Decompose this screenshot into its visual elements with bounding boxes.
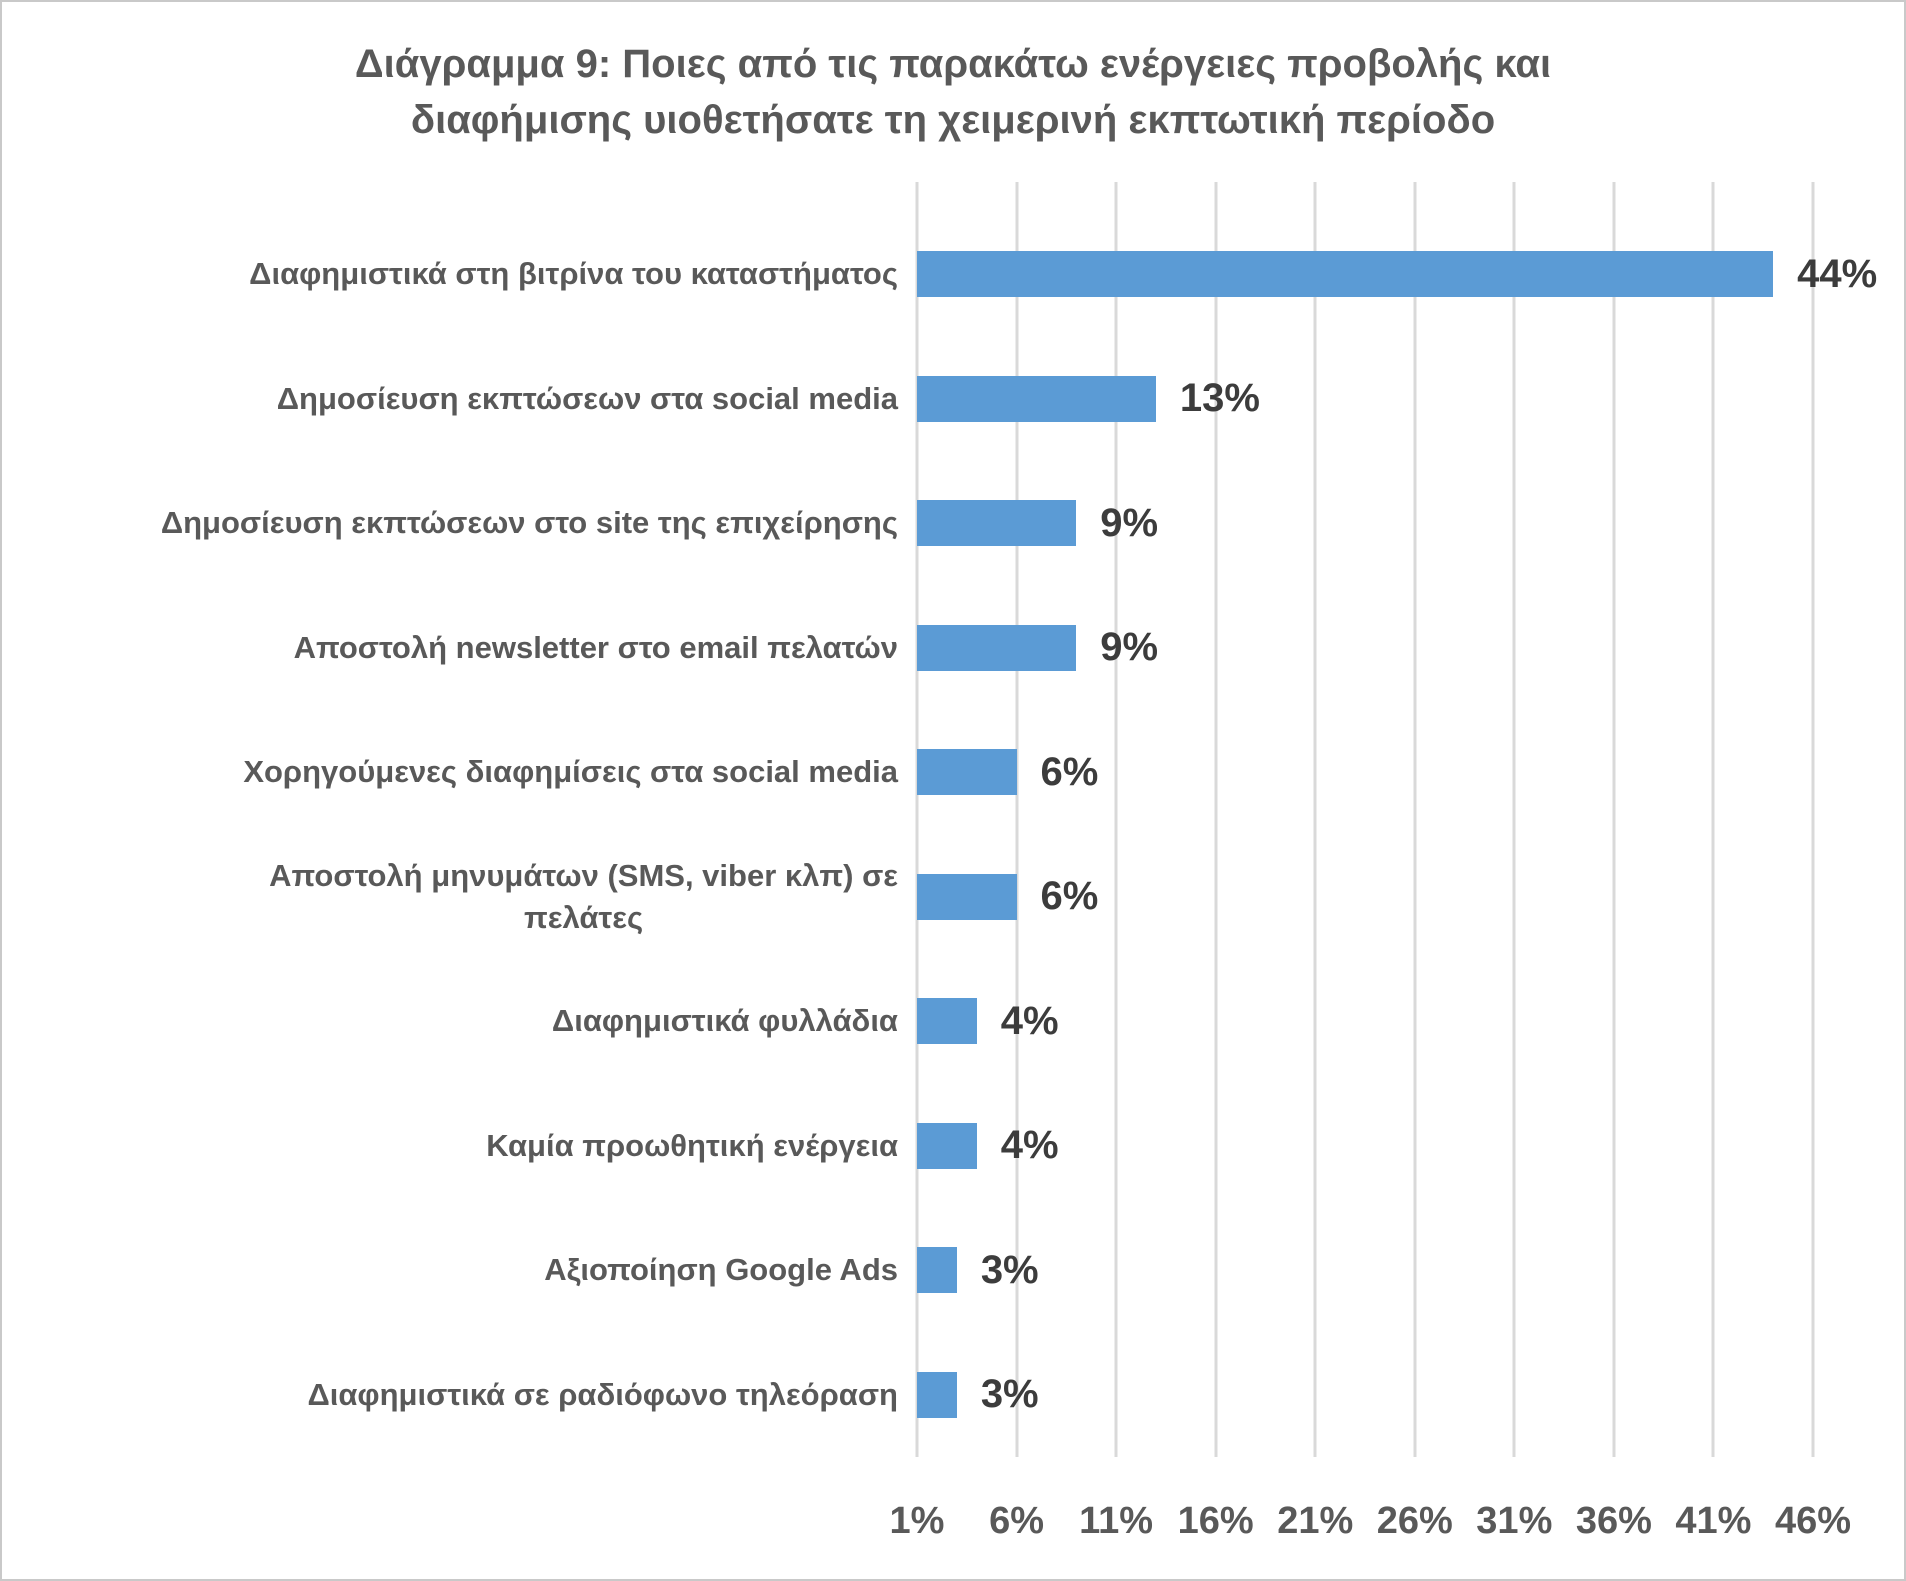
- bar-row: 9%: [917, 586, 1902, 711]
- category-label: Αποστολή newsletter στο email πελατών: [293, 629, 898, 665]
- bar-row: 4%: [917, 1084, 1902, 1209]
- category-label-row: Αξιοποίηση Google Ads: [14, 1208, 902, 1333]
- gridline: [1015, 182, 1019, 1457]
- category-label: Χορηγούμενες διαφημίσεις στα social medi…: [243, 754, 898, 790]
- bar-value-label: 6%: [1040, 874, 1099, 919]
- x-axis-tick-labels: 1% 6% 11% 16% 21% 26% 31% 36% 41% 46%: [890, 1500, 1902, 1560]
- x-tick-label: 11%: [1079, 1500, 1154, 1542]
- category-label: Καμία προωθητική ενέργεια: [486, 1127, 898, 1163]
- x-tick-label: 16%: [1177, 1500, 1254, 1542]
- gridline: [1612, 182, 1616, 1457]
- bar-row: 6%: [917, 835, 1902, 960]
- category-label: Δημοσίευση εκπτώσεων στα social media: [276, 380, 898, 416]
- bar: [917, 500, 1077, 547]
- category-label: Δημοσίευση εκπτώσεων στο site της επιχεί…: [160, 505, 898, 541]
- category-label: Αξιοποίηση Google Ads: [544, 1252, 898, 1288]
- bar: [917, 624, 1077, 671]
- bar-value-label: 3%: [980, 1247, 1039, 1292]
- bar-row: 13%: [917, 337, 1902, 462]
- x-tick-label: 46%: [1774, 1500, 1852, 1542]
- bar-value-label: 6%: [1040, 749, 1099, 794]
- category-axis-labels: Διαφημιστικά στη βιτρίνα του καταστήματο…: [14, 212, 902, 1457]
- bar-value-label: 9%: [1100, 625, 1159, 670]
- gridline: [1313, 182, 1317, 1457]
- category-label: Διαφημιστικά φυλλάδια: [551, 1003, 898, 1039]
- bar: [917, 1371, 957, 1418]
- x-tick-label: 41%: [1675, 1500, 1752, 1542]
- category-label: Διαφημιστικά στη βιτρίνα του καταστήματο…: [249, 256, 898, 292]
- category-label: Αποστολή μηνυμάτων (SMS, viber κλπ) σε π…: [269, 857, 898, 935]
- bar-value-label: 4%: [1000, 1123, 1059, 1168]
- gridline: [1512, 182, 1516, 1457]
- bar-value-label: 13%: [1179, 376, 1260, 421]
- gridline: [1413, 182, 1417, 1457]
- gridline: [1711, 182, 1715, 1457]
- bar-value-label: 9%: [1100, 500, 1159, 545]
- x-tick-label: 21%: [1277, 1500, 1354, 1542]
- x-tick-label: 1%: [889, 1500, 945, 1542]
- gridline: [1811, 182, 1815, 1457]
- category-label-row: Διαφημιστικά φυλλάδια: [14, 959, 902, 1084]
- bar-row: 9%: [917, 461, 1902, 586]
- bar-row: 6%: [917, 710, 1902, 835]
- bar: [917, 749, 1017, 796]
- chart-title: Διάγραμμα 9: Ποιες από τις παρακάτω ενέρ…: [354, 42, 1552, 142]
- category-label-row: Διαφημιστικά σε ραδιόφωνο τηλεόραση: [14, 1333, 902, 1458]
- bar: [917, 873, 1017, 920]
- gridlines: [915, 182, 1817, 1457]
- bar-row: 4%: [917, 959, 1902, 1084]
- category-label-row: Διαφημιστικά στη βιτρίνα του καταστήματο…: [14, 212, 902, 337]
- bar-row: 3%: [917, 1208, 1902, 1333]
- x-tick-label: 31%: [1476, 1500, 1553, 1542]
- gridline: [1114, 182, 1118, 1457]
- gridline: [915, 182, 919, 1457]
- bar-row: 44%: [917, 212, 1902, 337]
- category-label: Διαφημιστικά σε ραδιόφωνο τηλεόραση: [307, 1376, 898, 1412]
- bar: [917, 998, 977, 1045]
- gridline: [1214, 182, 1218, 1457]
- bar-value-label: 44%: [1797, 251, 1878, 296]
- bar-value-label: 3%: [980, 1372, 1039, 1417]
- bar-value-label: 4%: [1000, 998, 1059, 1043]
- x-tick-label: 26%: [1376, 1500, 1453, 1542]
- bar: [917, 375, 1156, 422]
- category-label-row: Αποστολή newsletter στο email πελατών: [14, 586, 902, 711]
- x-tick-label: 6%: [989, 1500, 1045, 1542]
- category-label-row: Αποστολή μηνυμάτων (SMS, viber κλπ) σε π…: [14, 835, 902, 960]
- bar: [917, 251, 1774, 298]
- category-label-row: Καμία προωθητική ενέργεια: [14, 1084, 902, 1209]
- x-tick-label: 36%: [1575, 1500, 1652, 1542]
- bar: [917, 1122, 977, 1169]
- category-label-row: Χορηγούμενες διαφημίσεις στα social medi…: [14, 710, 902, 835]
- bar-row: 3%: [917, 1333, 1902, 1458]
- category-label-row: Δημοσίευση εκπτώσεων στα social media: [14, 337, 902, 462]
- bar-plot-area: 44% 13% 9% 9% 6% 6% 4% 4% 3% 3%: [917, 212, 1902, 1457]
- category-label-row: Δημοσίευση εκπτώσεων στο site της επιχεί…: [14, 461, 902, 586]
- bar: [917, 1247, 957, 1294]
